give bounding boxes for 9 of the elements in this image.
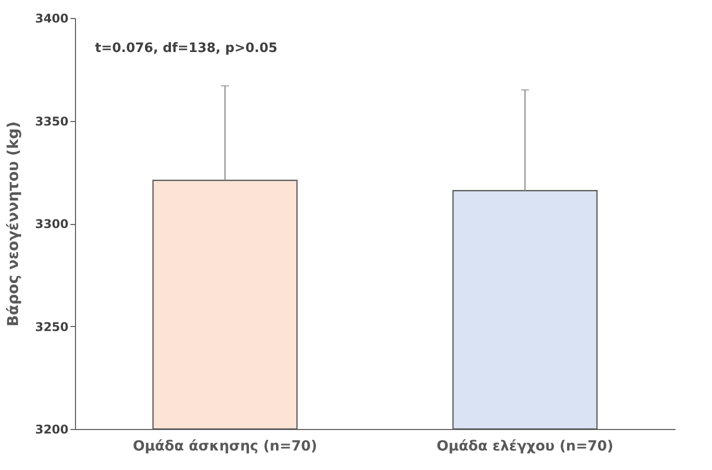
x-tick-label: Ομάδα άσκησης (n=70) bbox=[132, 438, 318, 454]
x-tick-label: Ομάδα ελέγχου (n=70) bbox=[436, 438, 614, 454]
annotation: t=0.076, df=138, p>0.05 bbox=[95, 41, 278, 56]
y-tick-label: 3350 bbox=[35, 114, 68, 128]
y-tick-label: 3250 bbox=[35, 320, 68, 334]
y-axis-title: Βάρος νεογέννητου (kg) bbox=[4, 121, 22, 327]
y-tick-label: 3400 bbox=[35, 12, 68, 26]
y-tick-label: 3300 bbox=[35, 217, 68, 231]
y-tick-label: 3200 bbox=[35, 422, 68, 436]
